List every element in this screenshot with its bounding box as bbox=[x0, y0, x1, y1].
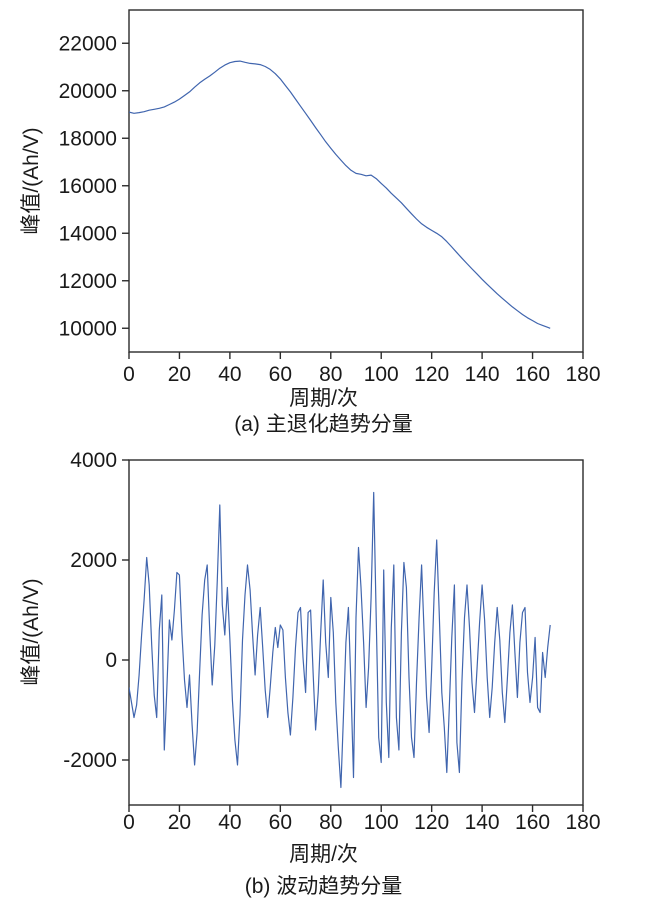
chart-a-canvas: 0 20 40 60 80 100 120 140 160 180 10000 12000 14000 1… bbox=[59, 9, 601, 386]
y-tick-label: 4000 bbox=[70, 449, 117, 472]
x-tick-label: 20 bbox=[168, 811, 191, 834]
x-tick-label: 80 bbox=[319, 363, 342, 386]
chart-fluctuation-trend: 0 20 40 60 80 100 120 140 160 180 -2000 0 2000 4000 峰… bbox=[0, 440, 647, 909]
x-tick-label: 0 bbox=[123, 811, 135, 834]
series-line bbox=[129, 60, 551, 329]
x-tick-label: 140 bbox=[465, 811, 500, 834]
x-tick-label: 180 bbox=[565, 811, 600, 834]
x-tick-label: 60 bbox=[269, 363, 292, 386]
x-tick-label: 100 bbox=[364, 363, 399, 386]
chart-main-degradation-trend: 0 20 40 60 80 100 120 140 160 180 10000 12000 14000 1… bbox=[0, 0, 647, 440]
y-tick-label: 0 bbox=[105, 649, 117, 672]
y-tick-label: -2000 bbox=[63, 749, 117, 772]
x-tick-label: 140 bbox=[465, 363, 500, 386]
y-tick-label: 20000 bbox=[59, 80, 117, 103]
x-tick-label: 100 bbox=[364, 811, 399, 834]
y-tick-label: 10000 bbox=[59, 317, 117, 340]
x-tick-label: 60 bbox=[269, 811, 292, 834]
y-tick-label: 14000 bbox=[59, 222, 117, 245]
chart-b-canvas: 0 20 40 60 80 100 120 140 160 180 -2000 0 2000 4000 bbox=[63, 449, 600, 834]
x-tick-label: 80 bbox=[319, 811, 342, 834]
y-tick-label: 22000 bbox=[59, 32, 117, 55]
x-tick-label: 0 bbox=[123, 363, 135, 386]
caption-b: (b) 波动趋势分量 bbox=[244, 875, 403, 898]
y-tick-label: 2000 bbox=[70, 549, 117, 572]
plot-frame bbox=[128, 459, 584, 806]
y-axis-label-b: 峰值/(Ah/V) bbox=[20, 578, 43, 686]
x-tick-label: 180 bbox=[565, 363, 600, 386]
series-line bbox=[129, 491, 551, 789]
x-axis-label-a: 周期/次 bbox=[289, 387, 358, 410]
y-tick-label: 18000 bbox=[59, 127, 117, 150]
y-tick-label: 16000 bbox=[59, 175, 117, 198]
x-tick-label: 20 bbox=[168, 363, 191, 386]
plot-frame bbox=[128, 9, 584, 353]
y-tick-label: 12000 bbox=[59, 270, 117, 293]
caption-a: (a) 主退化趋势分量 bbox=[234, 413, 413, 436]
x-tick-label: 160 bbox=[515, 811, 550, 834]
x-tick-label: 120 bbox=[414, 811, 449, 834]
x-tick-label: 160 bbox=[515, 363, 550, 386]
x-axis-label-b: 周期/次 bbox=[289, 843, 358, 866]
y-axis-label-a: 峰值/(Ah/V) bbox=[20, 127, 43, 235]
x-tick-label: 40 bbox=[218, 363, 241, 386]
x-tick-label: 120 bbox=[414, 363, 449, 386]
x-tick-label: 40 bbox=[218, 811, 241, 834]
